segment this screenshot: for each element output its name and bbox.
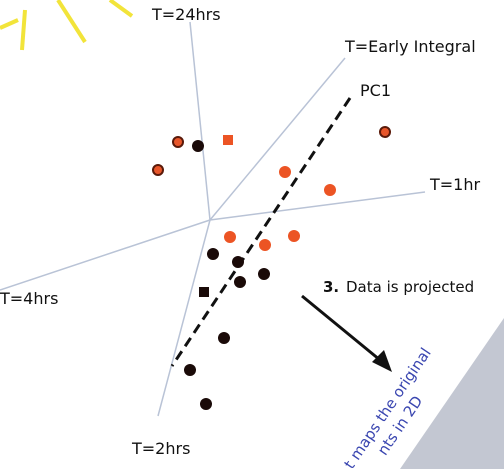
step-number: 3.	[323, 278, 339, 296]
label: T=2hrs	[131, 439, 190, 458]
points	[152, 126, 391, 410]
label: T=4hrs	[0, 289, 58, 308]
pc1-line	[170, 97, 352, 367]
label: T=24hrs	[151, 5, 221, 24]
arrowhead	[372, 350, 392, 372]
panel	[400, 318, 504, 469]
label: PC1	[360, 81, 391, 100]
sun-rays	[0, 0, 134, 51]
label: T=Early Integral	[344, 37, 476, 56]
label: T=1hr	[429, 175, 481, 194]
step-text: Data is projected	[346, 278, 474, 296]
arrow	[301, 294, 381, 362]
axes	[0, 21, 426, 417]
